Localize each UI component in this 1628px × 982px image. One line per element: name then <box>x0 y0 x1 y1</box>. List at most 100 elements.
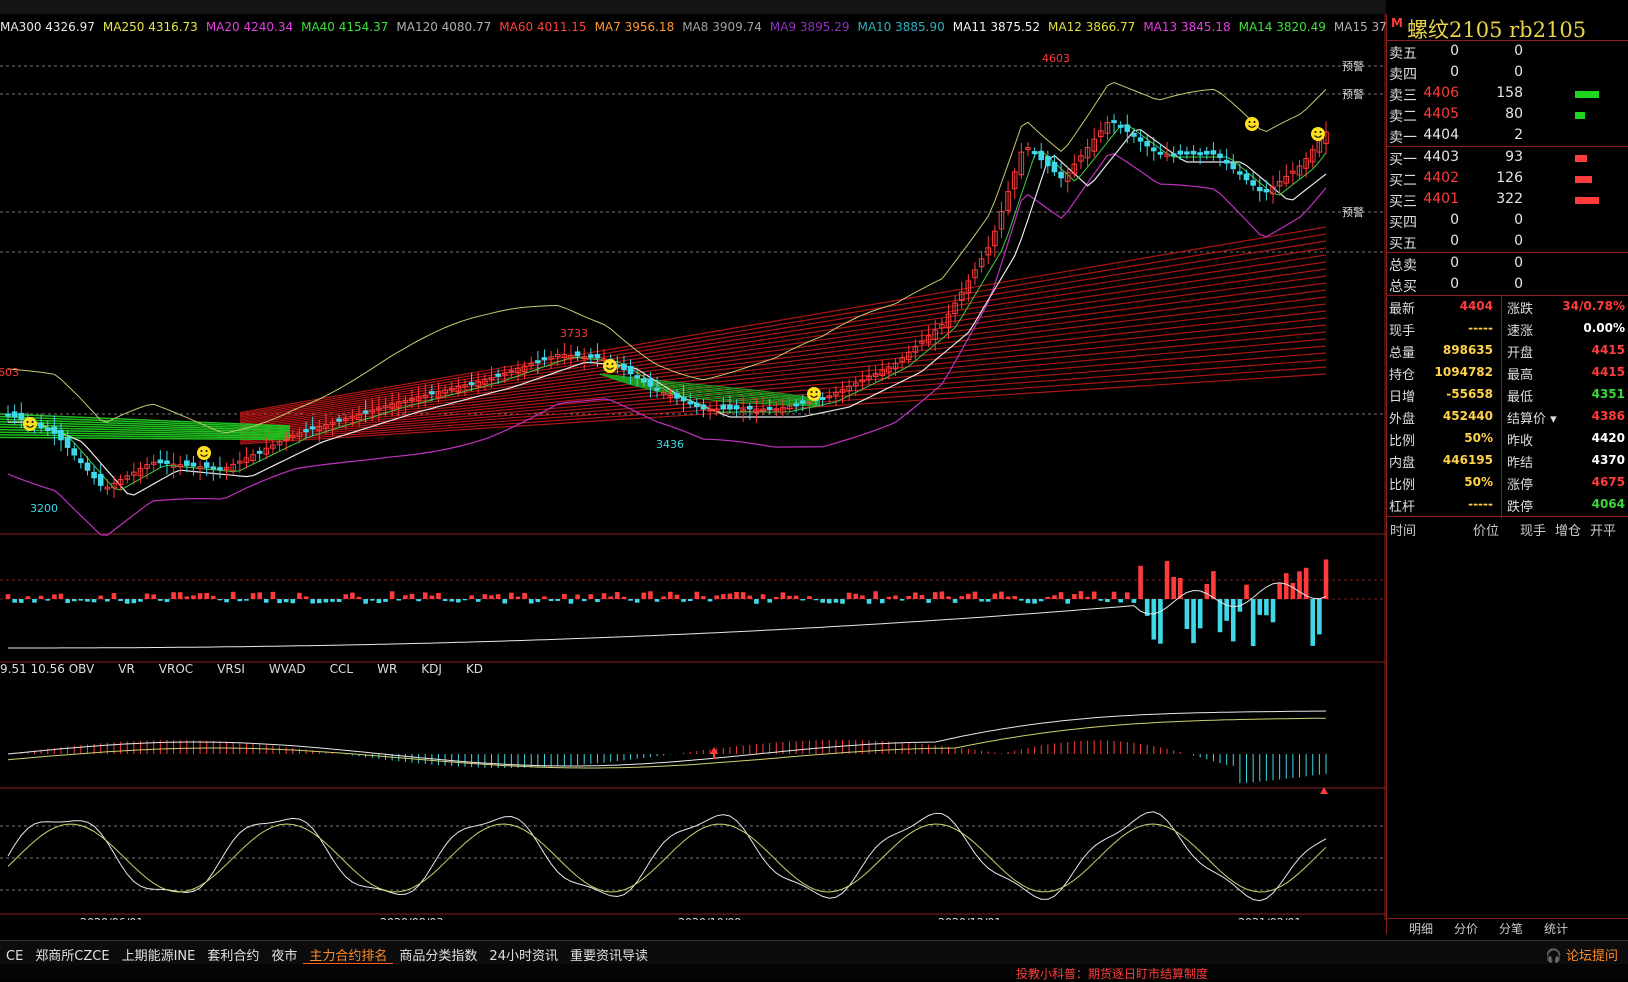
level-label: 买一 <box>1389 152 1417 168</box>
exchange-tab[interactable]: 夜市 <box>271 949 298 964</box>
detail-tab[interactable]: 分笔 <box>1499 922 1524 936</box>
forum-link[interactable]: 🎧 论坛提问 <box>1545 949 1618 964</box>
headset-icon: 🎧 <box>1545 949 1562 964</box>
instrument-code: rb2105 <box>1509 18 1587 42</box>
quote-panel: M 螺纹2105 rb2105 卖五 0 0 卖四 0 0 卖三 4406 158 卖二 4405 8… <box>1386 14 1628 936</box>
stat-label: 跌停 <box>1507 500 1534 515</box>
indicator-tab[interactable]: VRSI <box>217 662 245 676</box>
indicator-tab[interactable]: VR <box>118 662 135 676</box>
candles <box>5 114 1329 498</box>
ma-legend-item: MA20 4240.34 <box>205 20 294 34</box>
stat-label: 内盘 <box>1389 456 1416 471</box>
chart-area[interactable]: 4603373334363200603预警预警预警2020/06/012020/… <box>0 14 1386 929</box>
alert-label: 预警 <box>1342 205 1364 219</box>
exchange-tab[interactable]: CE <box>6 949 24 964</box>
up-arrow-icon <box>1320 787 1328 794</box>
ma-legend-item: MA250 4316.73 <box>102 20 198 34</box>
stat-row: 最新 4404 涨跌 34/0.78% <box>1387 296 1628 318</box>
level-price: 0 <box>1450 233 1459 249</box>
total-volume: 0 <box>1514 276 1523 292</box>
level-volume: 0 <box>1514 212 1523 228</box>
ask-level: 卖二 4405 80 <box>1387 104 1628 125</box>
stat-row: 现手 ----- 速涨 0.00% <box>1387 318 1628 340</box>
exchange-tab[interactable]: 上期能源INE <box>121 949 196 964</box>
top-toolbar <box>0 0 1386 14</box>
stat-value: 898635 <box>1442 343 1493 357</box>
detail-tab[interactable]: 分价 <box>1454 922 1479 936</box>
exchange-tab[interactable]: 商品分类指数 <box>399 949 478 964</box>
stat-value: 4415 <box>1591 343 1625 357</box>
price-label: 3436 <box>656 438 684 451</box>
stat-value: 4415 <box>1591 365 1625 379</box>
indicator-line <box>7 153 1327 536</box>
trade-column-header: 开平 <box>1590 524 1617 539</box>
indicator-tab[interactable]: WVAD <box>268 662 306 676</box>
level-volume: 93 <box>1505 149 1523 165</box>
level-price: 4401 <box>1423 191 1459 207</box>
bid-levels: 买一 4403 93 买二 4402 126 买三 4401 322 买四 0 0 买五 0 0 <box>1387 147 1628 252</box>
detail-tab[interactable]: 明细 <box>1409 922 1434 936</box>
indicator-values: 9.51 10.56 <box>0 662 69 676</box>
indicator-tab[interactable]: VROC <box>158 662 194 676</box>
x-axis-date: 2021/02/01 <box>1238 916 1301 920</box>
price-low-label: 3200 <box>30 502 58 515</box>
indicator-tab[interactable]: CCL <box>329 662 354 676</box>
smiley-marker-icon <box>1311 127 1325 141</box>
x-axis-date: 2020/08/03 <box>380 916 443 920</box>
volume-bar <box>1575 197 1599 204</box>
ma-legend-item: MA12 3866.77 <box>1048 20 1136 34</box>
stat-label: 比例 <box>1389 478 1416 493</box>
stat-label: 最低 <box>1507 390 1534 405</box>
stat-row: 比例 50% 昨收 4420 <box>1387 428 1628 450</box>
level-volume: 0 <box>1514 64 1523 80</box>
exchange-tabs: CE 郑商所CZCE 上期能源INE 套利合约 夜市 主力合约排名 商品分类指数 24小时资讯… <box>0 940 1628 965</box>
ma-legend-item: MA11 3875.52 <box>952 20 1041 34</box>
stat-label: 最高 <box>1507 368 1534 383</box>
x-axis-date: 2020/10/09 <box>678 916 741 920</box>
indicator-tab[interactable]: KDJ <box>421 662 442 676</box>
ma-legend-item: MA60 4011.15 <box>499 20 587 34</box>
x-axis-date: 2020/12/01 <box>938 916 1001 920</box>
indicator-tab[interactable]: KD <box>465 662 484 676</box>
exchange-tab[interactable]: 套利合约 <box>207 949 260 964</box>
volume-bar <box>1575 112 1585 119</box>
indicator-tab[interactable]: OBV <box>68 662 95 676</box>
level-price: 4403 <box>1423 149 1459 165</box>
instrument-header: M 螺纹2105 rb2105 <box>1387 14 1628 42</box>
stat-label: 总量 <box>1389 346 1416 361</box>
volume-bar <box>1575 176 1592 183</box>
ma-legend-item: MA10 3885.90 <box>857 20 945 34</box>
indicator-line <box>7 81 1327 434</box>
exchange-tab[interactable]: 24小时资讯 <box>489 949 558 964</box>
level-label: 卖四 <box>1389 67 1417 83</box>
ask-levels: 卖五 0 0 卖四 0 0 卖三 4406 158 卖二 4405 80 卖一 4404 2 <box>1387 41 1628 146</box>
level-label: 卖一 <box>1389 130 1417 146</box>
level-label: 买二 <box>1389 173 1417 189</box>
exchange-tab[interactable]: 主力合约排名 <box>303 941 394 965</box>
macd-histogram <box>14 740 1327 784</box>
ma-legend-item: MA8 3909.74 <box>682 20 762 34</box>
total-label: 总卖 <box>1389 258 1417 274</box>
indicator-tab[interactable]: WR <box>377 662 398 676</box>
news-ticker[interactable]: 投教小科普：期货逐日盯市结算制度 <box>1016 967 1209 981</box>
detail-tab[interactable]: 统计 <box>1544 922 1569 936</box>
stat-label: 比例 <box>1389 434 1416 449</box>
indicator-line <box>7 823 1327 893</box>
bid-level: 买四 0 0 <box>1387 210 1628 231</box>
exchange-tab[interactable]: 郑商所CZCE <box>35 949 110 964</box>
exchange-tab[interactable]: 重要资讯导读 <box>569 949 648 964</box>
kline-chart[interactable]: 4603373334363200603预警预警预警2020/06/012020/… <box>0 14 1386 929</box>
dropdown-arrow-icon[interactable]: ▾ <box>1546 412 1557 427</box>
level-price: 4402 <box>1423 170 1459 186</box>
stat-label: 现手 <box>1389 324 1416 339</box>
ma-legend-item: MA14 3820.49 <box>1238 20 1326 34</box>
ask-level: 卖一 4404 2 <box>1387 125 1628 146</box>
stat-label: 结算价 ▾ <box>1507 412 1557 427</box>
ask-level: 卖三 4406 158 <box>1387 83 1628 104</box>
level-label: 卖五 <box>1389 46 1417 62</box>
x-axis-date: 2020/06/01 <box>80 916 143 920</box>
level-volume: 2 <box>1514 127 1523 143</box>
volume-bar <box>1575 155 1587 162</box>
ma-legend-item: MA40 4154.37 <box>301 20 389 34</box>
stat-row: 杠杆 ----- 跌停 4064 <box>1387 494 1628 516</box>
